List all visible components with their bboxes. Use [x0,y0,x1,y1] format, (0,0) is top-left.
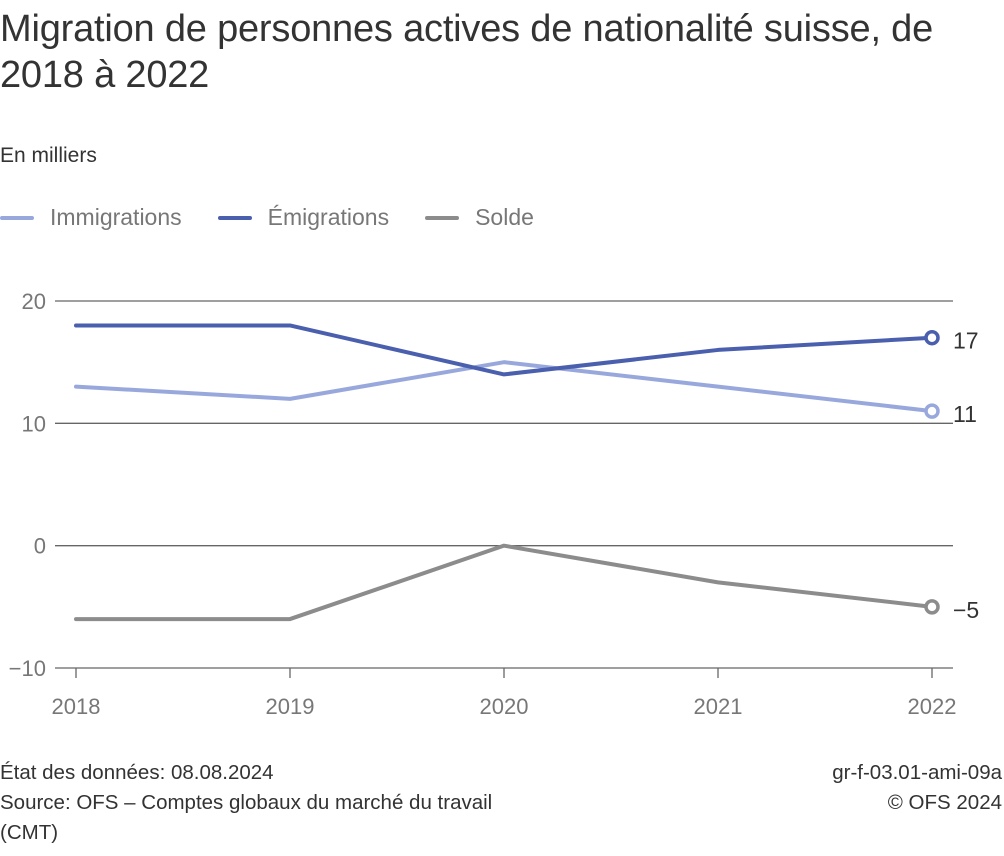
x-tick-label: 2019 [266,694,315,719]
line-chart: 20 10 0 −10 2018 2019 2020 2021 2022 11 −5 17 [9,289,980,719]
end-label-immigrations: 11 [953,401,977,427]
x-tick-label: 2018 [52,694,101,719]
gridlines [55,300,953,669]
x-tick-label: 2020 [480,694,529,719]
legend-label-solde: Solde [475,204,534,230]
legend-label-immigrations: Immigrations [50,204,182,230]
legend-swatch-immigrations [0,215,34,220]
y-tick-label: 0 [34,534,46,559]
end-labels: 11 −5 17 [953,328,979,623]
x-tick-label: 2022 [908,694,957,719]
y-tick-label: −10 [9,656,46,681]
y-tick-label: 20 [22,289,46,314]
legend: Immigrations Émigrations Solde [0,204,570,231]
chart-id: gr-f-03.01-ami-09a [832,761,1002,784]
legend-item-solde[interactable]: Solde [425,204,534,231]
legend-label-emigrations: Émigrations [267,204,390,230]
legend-swatch-emigrations [217,215,252,220]
end-marker-immigrations [924,403,940,419]
y-axis: 20 10 0 −10 [9,289,46,681]
copyright: © OFS 2024 [887,791,1002,814]
end-label-émigrations: 17 [953,328,979,354]
chart-subtitle: En milliers [0,144,97,167]
legend-item-emigrations[interactable]: Émigrations [217,204,390,231]
legend-item-immigrations[interactable]: Immigrations [0,204,182,231]
chart-title: Migration de personnes actives de nation… [0,8,934,96]
end-marker-solde [924,599,940,615]
end-marker-émigrations [924,329,940,346]
series-line-émigrations [74,323,934,377]
source-line-continued: (CMT) [0,821,59,844]
end-markers [924,329,940,615]
legend-swatch-solde [425,215,460,220]
series-lines [74,323,934,622]
source-line: Source: OFS – Comptes globaux du marché … [0,791,493,814]
x-tick-label: 2021 [694,694,743,719]
series-line-solde [74,543,934,622]
end-label-solde: −5 [953,597,979,623]
series-line-immigrations [74,360,934,414]
data-status: État des données: 08.08.2024 [0,761,274,784]
y-tick-label: 10 [22,411,46,436]
x-axis: 2018 2019 2020 2021 2022 [52,668,957,719]
